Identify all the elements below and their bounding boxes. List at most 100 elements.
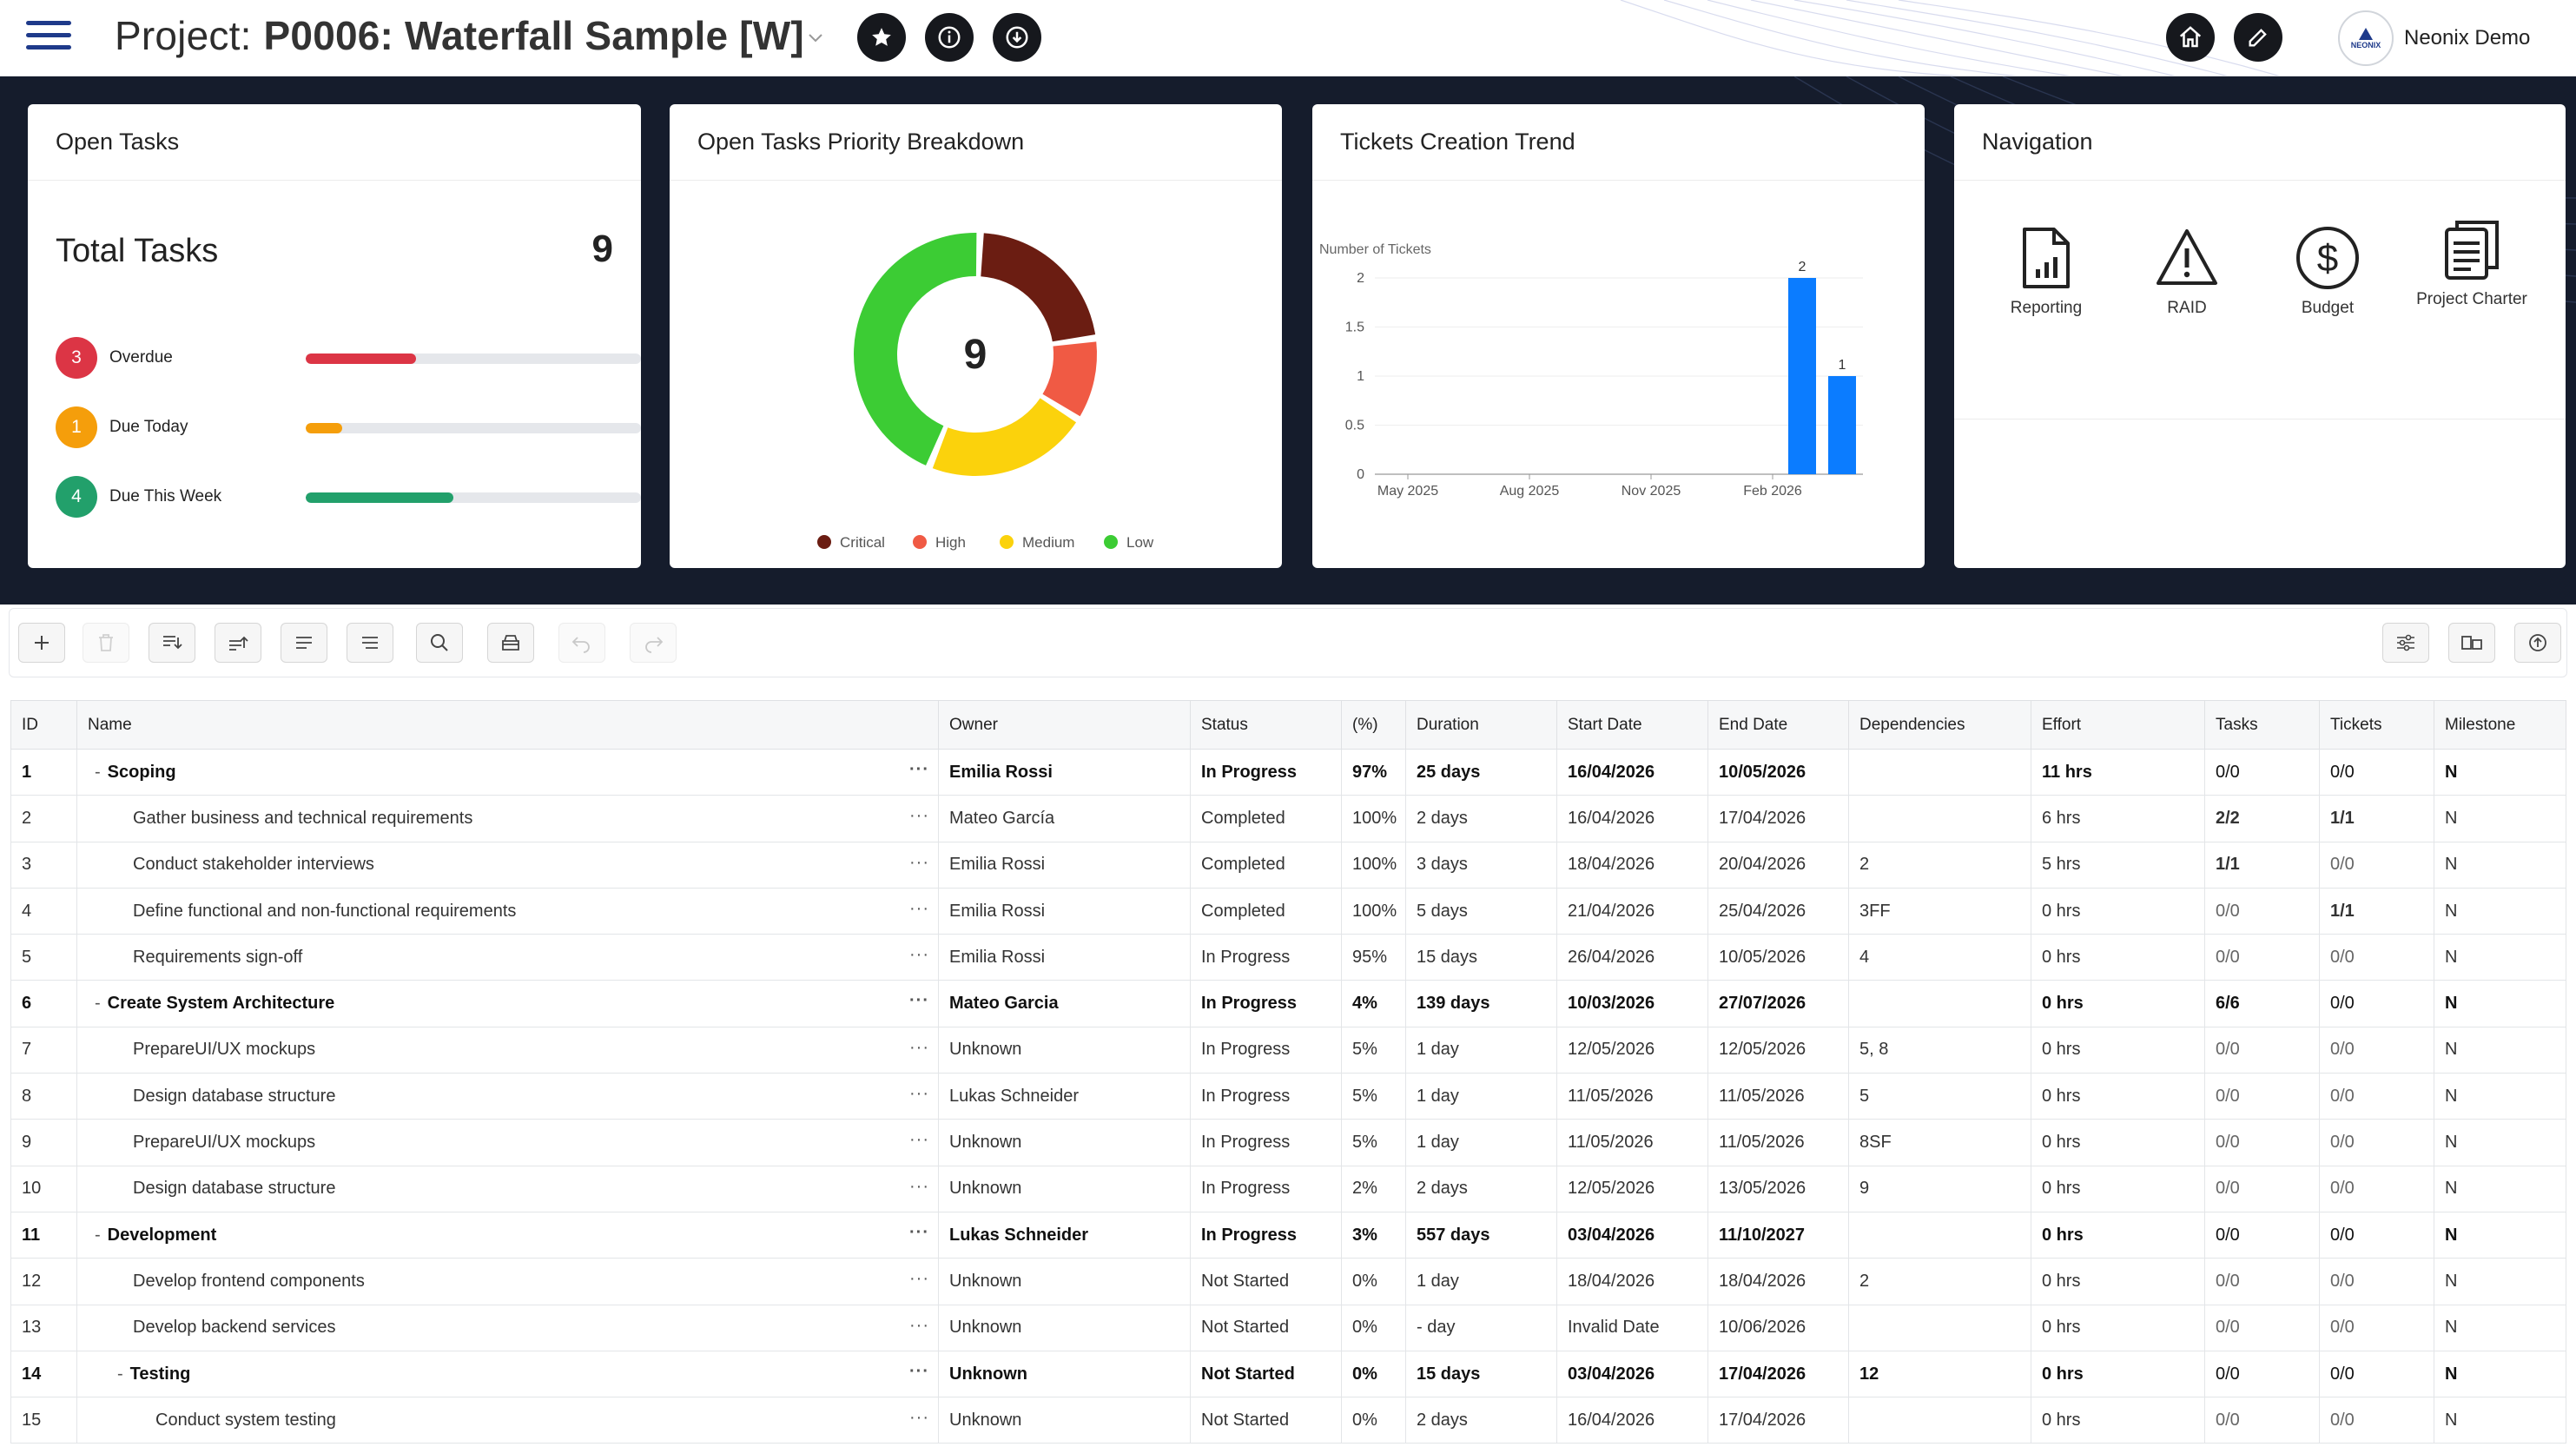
cell-effort[interactable]: 0 hrs	[2031, 1258, 2205, 1305]
column-header[interactable]: Tasks	[2204, 700, 2320, 750]
cell-owner[interactable]: Unknown	[938, 1027, 1191, 1074]
cell-dur[interactable]: 2 days	[1405, 1397, 1557, 1444]
cell-tasks[interactable]: 0/0	[2204, 1258, 2320, 1305]
task-name-cell[interactable]: Conduct stakeholder interviews ···	[76, 842, 939, 889]
cell-end[interactable]: 17/04/2026	[1707, 1351, 1849, 1398]
cell-dur[interactable]: - day	[1405, 1305, 1557, 1351]
cell-id[interactable]: 3	[10, 842, 77, 889]
cell-start[interactable]: 03/04/2026	[1556, 1212, 1708, 1259]
home-button[interactable]	[2166, 13, 2215, 62]
task-name-cell[interactable]: Define functional and non-functional req…	[76, 888, 939, 935]
cell-effort[interactable]: 0 hrs	[2031, 1119, 2205, 1166]
legend-marker[interactable]	[913, 535, 927, 549]
cell-tickets[interactable]: 0/0	[2319, 842, 2434, 889]
table-row[interactable]: 11- Development ··· Lukas Schneider In Progr…	[10, 1212, 2566, 1259]
row-menu-icon[interactable]: ···	[909, 991, 929, 1011]
cell-status[interactable]: In Progress	[1190, 980, 1342, 1027]
cell-dur[interactable]: 15 days	[1405, 1351, 1557, 1398]
legend-marker[interactable]	[1104, 535, 1118, 549]
table-row[interactable]: 13 Develop backend services ··· Unknown Not …	[10, 1305, 2566, 1351]
cell-deps[interactable]: 8SF	[1848, 1119, 2031, 1166]
cell-tasks[interactable]: 0/0	[2204, 1073, 2320, 1120]
cell-end[interactable]: 12/05/2026	[1707, 1027, 1849, 1074]
archive-button[interactable]	[487, 623, 534, 663]
cell-id[interactable]: 4	[10, 888, 77, 935]
cell-pct[interactable]: 5%	[1341, 1073, 1406, 1120]
collapse-all-button[interactable]	[281, 623, 327, 663]
row-menu-icon[interactable]: ···	[909, 1408, 929, 1428]
cell-tickets[interactable]: 0/0	[2319, 980, 2434, 1027]
cell-ms[interactable]: N	[2434, 749, 2566, 796]
donut-slice-high[interactable]	[1042, 341, 1097, 417]
cell-end[interactable]: 10/05/2026	[1707, 934, 1849, 981]
legend-label[interactable]: High	[935, 534, 966, 551]
collapse-toggle[interactable]: -	[95, 994, 101, 1014]
cell-deps[interactable]	[1848, 749, 2031, 796]
cell-start[interactable]: 26/04/2026	[1556, 934, 1708, 981]
cell-pct[interactable]: 100%	[1341, 795, 1406, 842]
cell-tasks[interactable]: 0/0	[2204, 1119, 2320, 1166]
cell-deps[interactable]: 12	[1848, 1351, 2031, 1398]
table-row[interactable]: 9 PrepareUI/UX mockups ··· Unknown In Progre…	[10, 1119, 2566, 1166]
table-row[interactable]: 4 Define functional and non-functional re…	[10, 888, 2566, 935]
legend-marker[interactable]	[817, 535, 831, 549]
cell-tasks[interactable]: 0/0	[2204, 1351, 2320, 1398]
cell-deps[interactable]: 2	[1848, 842, 2031, 889]
cell-ms[interactable]: N	[2434, 1305, 2566, 1351]
cell-tickets[interactable]: 0/0	[2319, 1073, 2434, 1120]
table-row[interactable]: 10 Design database structure ··· Unknown In …	[10, 1166, 2566, 1212]
cell-ms[interactable]: N	[2434, 1166, 2566, 1212]
cell-id[interactable]: 12	[10, 1258, 77, 1305]
cell-dur[interactable]: 1 day	[1405, 1027, 1557, 1074]
favorite-star-button[interactable]	[857, 13, 906, 62]
cell-effort[interactable]: 0 hrs	[2031, 1027, 2205, 1074]
cell-deps[interactable]: 2	[1848, 1258, 2031, 1305]
cell-tasks[interactable]: 1/1	[2204, 842, 2320, 889]
row-menu-icon[interactable]: ···	[909, 1130, 929, 1150]
cell-status[interactable]: In Progress	[1190, 1027, 1342, 1074]
nav-reporting[interactable]: Reporting	[1985, 226, 2107, 318]
cell-deps[interactable]	[1848, 980, 2031, 1027]
cell-deps[interactable]: 5, 8	[1848, 1027, 2031, 1074]
info-button[interactable]	[925, 13, 974, 62]
task-name-cell[interactable]: Design database structure ···	[76, 1073, 939, 1120]
cell-effort[interactable]: 5 hrs	[2031, 842, 2205, 889]
column-header[interactable]: Start Date	[1556, 700, 1708, 750]
cell-ms[interactable]: N	[2434, 1212, 2566, 1259]
cell-end[interactable]: 11/05/2026	[1707, 1119, 1849, 1166]
cell-dur[interactable]: 2 days	[1405, 795, 1557, 842]
cell-dur[interactable]: 5 days	[1405, 888, 1557, 935]
cell-ms[interactable]: N	[2434, 795, 2566, 842]
cell-ms[interactable]: N	[2434, 842, 2566, 889]
cell-status[interactable]: In Progress	[1190, 1119, 1342, 1166]
row-menu-icon[interactable]: ···	[909, 1269, 929, 1289]
cell-pct[interactable]: 0%	[1341, 1351, 1406, 1398]
cell-ms[interactable]: N	[2434, 980, 2566, 1027]
cell-owner[interactable]: Emilia Rossi	[938, 749, 1191, 796]
search-button[interactable]	[416, 623, 463, 663]
row-menu-icon[interactable]: ···	[909, 852, 929, 872]
cell-ms[interactable]: N	[2434, 934, 2566, 981]
cell-effort[interactable]: 0 hrs	[2031, 1397, 2205, 1444]
cell-start[interactable]: 16/04/2026	[1556, 1397, 1708, 1444]
cell-end[interactable]: 17/04/2026	[1707, 1397, 1849, 1444]
cell-status[interactable]: Not Started	[1190, 1305, 1342, 1351]
cell-start[interactable]: 03/04/2026	[1556, 1351, 1708, 1398]
cell-pct[interactable]: 4%	[1341, 980, 1406, 1027]
avatar[interactable]: NEONIX	[2338, 10, 2394, 66]
column-header[interactable]: Tickets	[2319, 700, 2434, 750]
row-menu-icon[interactable]: ···	[909, 1222, 929, 1242]
cell-effort[interactable]: 0 hrs	[2031, 934, 2205, 981]
cell-start[interactable]: Invalid Date	[1556, 1305, 1708, 1351]
cell-tasks[interactable]: 0/0	[2204, 1212, 2320, 1259]
donut-slice-low[interactable]	[854, 233, 977, 466]
cell-tasks[interactable]: 6/6	[2204, 980, 2320, 1027]
cell-end[interactable]: 25/04/2026	[1707, 888, 1849, 935]
cell-tickets[interactable]: 0/0	[2319, 1212, 2434, 1259]
legend-label[interactable]: Critical	[840, 534, 885, 551]
cell-status[interactable]: In Progress	[1190, 1212, 1342, 1259]
task-name-cell[interactable]: Develop backend services ···	[76, 1305, 939, 1351]
cell-status[interactable]: Completed	[1190, 842, 1342, 889]
cell-tickets[interactable]: 1/1	[2319, 795, 2434, 842]
column-header[interactable]: ID	[10, 700, 77, 750]
